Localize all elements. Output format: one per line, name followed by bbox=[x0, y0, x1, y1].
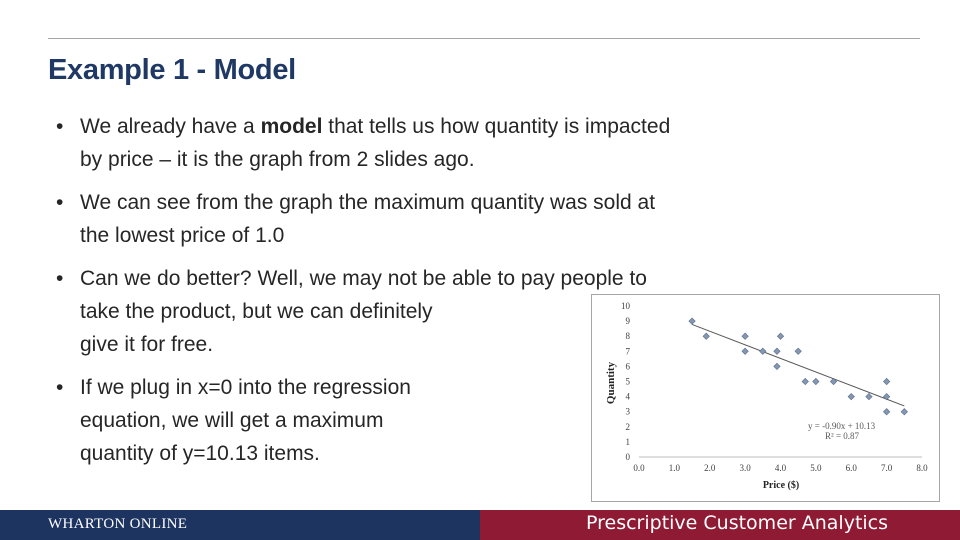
bullet-item: • We can see from the graph the maximum … bbox=[56, 186, 776, 252]
bullet-dot: • bbox=[56, 376, 64, 399]
data-point bbox=[688, 317, 696, 325]
data-point bbox=[702, 332, 710, 340]
bullet-dot: • bbox=[56, 115, 64, 138]
bullet-list: • We already have a model that tells us … bbox=[56, 110, 776, 480]
data-point bbox=[759, 347, 767, 355]
data-point bbox=[900, 408, 908, 416]
data-point bbox=[883, 377, 891, 386]
bullet-text: We already have a model that tells us ho… bbox=[80, 115, 671, 171]
y-tick-label: 5 bbox=[626, 377, 631, 387]
y-axis-label: Quantity bbox=[605, 361, 617, 404]
x-tick-label: 2.0 bbox=[704, 463, 716, 473]
data-point bbox=[776, 332, 785, 340]
regression-equation: y = -0.90x + 10.13 bbox=[808, 421, 876, 431]
bullet-dot: • bbox=[56, 191, 64, 214]
x-tick-label: 5.0 bbox=[810, 463, 822, 473]
data-point bbox=[741, 332, 749, 340]
y-tick-label: 7 bbox=[626, 346, 631, 356]
slide-title: Example 1 - Model bbox=[48, 54, 296, 86]
data-point bbox=[801, 377, 809, 386]
bullet-item: • If we plug in x=0 into the regression e… bbox=[56, 371, 776, 470]
scatter-chart: Quantity Price ($) y = -0.90x + 10.13 R²… bbox=[591, 294, 940, 502]
y-tick-label: 6 bbox=[626, 361, 631, 371]
y-tick-label: 3 bbox=[626, 407, 631, 417]
bullet-item: • Can we do better? Well, we may not be … bbox=[56, 262, 776, 361]
x-tick-label: 1.0 bbox=[669, 463, 681, 473]
chart-canvas: Quantity Price ($) y = -0.90x + 10.13 R²… bbox=[605, 301, 928, 491]
footer-brand: WHARTON ONLINE bbox=[48, 516, 188, 532]
data-point bbox=[847, 392, 855, 401]
x-tick-label: 8.0 bbox=[916, 463, 928, 473]
x-tick-label: 6.0 bbox=[846, 463, 858, 473]
footer-course-title: Prescriptive Customer Analytics bbox=[586, 512, 889, 534]
bold-model: model bbox=[260, 115, 323, 138]
x-axis-label: Price ($) bbox=[763, 480, 799, 491]
y-tick-label: 4 bbox=[626, 392, 631, 402]
bullet-text: Can we do better? Well, we may not be ab… bbox=[80, 267, 647, 356]
data-point bbox=[773, 362, 781, 371]
data-point bbox=[773, 347, 781, 355]
y-tick-label: 9 bbox=[626, 316, 631, 326]
x-tick-label: 0.0 bbox=[633, 463, 645, 473]
data-point bbox=[812, 377, 820, 386]
footer-right-bar: Prescriptive Customer Analytics bbox=[480, 510, 960, 540]
bullet-text: We can see from the graph the maximum qu… bbox=[80, 191, 656, 247]
y-tick-label: 2 bbox=[626, 422, 631, 432]
data-point bbox=[865, 392, 873, 401]
y-tick-label: 10 bbox=[621, 301, 631, 311]
x-tick-label: 3.0 bbox=[740, 463, 752, 473]
footer-left-bar: WHARTON ONLINE bbox=[0, 510, 480, 540]
data-point bbox=[883, 392, 891, 401]
bullet-text: If we plug in x=0 into the regression equ… bbox=[80, 376, 411, 465]
y-tick-label: 1 bbox=[626, 437, 631, 447]
bullet-dot: • bbox=[56, 267, 64, 290]
bullet-item: • We already have a model that tells us … bbox=[56, 110, 776, 176]
data-point bbox=[794, 347, 802, 355]
top-divider bbox=[48, 38, 920, 39]
data-point bbox=[741, 347, 749, 355]
data-point bbox=[829, 377, 838, 386]
x-tick-label: 7.0 bbox=[881, 463, 893, 473]
trendline bbox=[691, 323, 905, 407]
x-tick-label: 4.0 bbox=[775, 463, 787, 473]
y-tick-label: 0 bbox=[626, 452, 631, 462]
y-tick-label: 8 bbox=[626, 331, 631, 341]
data-point bbox=[883, 408, 891, 416]
r-squared-label: R² = 0.87 bbox=[825, 431, 860, 441]
